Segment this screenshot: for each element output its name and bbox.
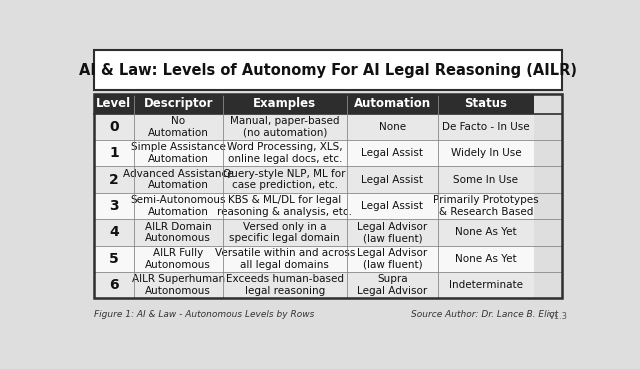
Text: AILR Fully
Autonomous: AILR Fully Autonomous: [145, 248, 211, 270]
Text: Versatile within and across
all legal domains: Versatile within and across all legal do…: [214, 248, 355, 270]
Text: 0: 0: [109, 120, 118, 134]
FancyBboxPatch shape: [134, 219, 223, 246]
Text: Legal Advisor
(law fluent): Legal Advisor (law fluent): [357, 221, 428, 243]
Text: AILR Superhuman
Autonomous: AILR Superhuman Autonomous: [132, 275, 225, 296]
FancyBboxPatch shape: [134, 272, 223, 299]
FancyBboxPatch shape: [223, 272, 347, 299]
Text: 5: 5: [109, 252, 118, 266]
FancyBboxPatch shape: [438, 246, 534, 272]
Text: Exceeds human-based
legal reasoning: Exceeds human-based legal reasoning: [226, 275, 344, 296]
FancyBboxPatch shape: [223, 166, 347, 193]
Text: Some In Use: Some In Use: [454, 175, 518, 184]
FancyBboxPatch shape: [94, 51, 562, 90]
Text: 2: 2: [109, 173, 118, 187]
FancyBboxPatch shape: [438, 272, 534, 299]
FancyBboxPatch shape: [347, 114, 438, 140]
Text: 6: 6: [109, 278, 118, 292]
FancyBboxPatch shape: [94, 94, 134, 114]
FancyBboxPatch shape: [438, 219, 534, 246]
FancyBboxPatch shape: [438, 193, 534, 219]
Text: Widely In Use: Widely In Use: [451, 148, 522, 158]
FancyBboxPatch shape: [347, 219, 438, 246]
FancyBboxPatch shape: [438, 166, 534, 193]
FancyBboxPatch shape: [438, 140, 534, 166]
Text: De Facto - In Use: De Facto - In Use: [442, 122, 530, 132]
FancyBboxPatch shape: [347, 94, 438, 114]
Text: Legal Assist: Legal Assist: [362, 175, 424, 184]
FancyBboxPatch shape: [134, 140, 223, 166]
Text: Legal Assist: Legal Assist: [362, 148, 424, 158]
Text: Query-style NLP, ML for
case prediction, etc.: Query-style NLP, ML for case prediction,…: [223, 169, 346, 190]
FancyBboxPatch shape: [438, 94, 534, 114]
Text: V1.3: V1.3: [549, 313, 568, 321]
Text: None As Yet: None As Yet: [455, 254, 516, 264]
Text: Figure 1: AI & Law - Autonomous Levels by Rows: Figure 1: AI & Law - Autonomous Levels b…: [94, 310, 314, 319]
Text: Examples: Examples: [253, 97, 316, 110]
Text: None: None: [379, 122, 406, 132]
Text: Source Author: Dr. Lance B. Eliot: Source Author: Dr. Lance B. Eliot: [411, 310, 558, 319]
Text: KBS & ML/DL for legal
reasoning & analysis, etc.: KBS & ML/DL for legal reasoning & analys…: [217, 195, 352, 217]
Text: 4: 4: [109, 225, 118, 239]
Text: Advanced Assistance
Automation: Advanced Assistance Automation: [123, 169, 234, 190]
FancyBboxPatch shape: [94, 219, 134, 246]
FancyBboxPatch shape: [94, 166, 134, 193]
FancyBboxPatch shape: [134, 166, 223, 193]
FancyBboxPatch shape: [223, 140, 347, 166]
Text: None As Yet: None As Yet: [455, 227, 516, 237]
FancyBboxPatch shape: [347, 166, 438, 193]
FancyBboxPatch shape: [223, 94, 347, 114]
FancyBboxPatch shape: [134, 94, 223, 114]
FancyBboxPatch shape: [94, 114, 134, 140]
FancyBboxPatch shape: [223, 246, 347, 272]
Text: Versed only in a
specific legal domain: Versed only in a specific legal domain: [229, 221, 340, 243]
FancyBboxPatch shape: [134, 246, 223, 272]
FancyBboxPatch shape: [347, 193, 438, 219]
FancyBboxPatch shape: [347, 246, 438, 272]
Text: Level: Level: [96, 97, 131, 110]
Text: 3: 3: [109, 199, 118, 213]
Text: AILR Domain
Autonomous: AILR Domain Autonomous: [145, 221, 212, 243]
Text: Supra
Legal Advisor: Supra Legal Advisor: [357, 275, 428, 296]
FancyBboxPatch shape: [438, 114, 534, 140]
FancyBboxPatch shape: [223, 193, 347, 219]
Text: AI & Law: Levels of Autonomy For AI Legal Reasoning (AILR): AI & Law: Levels of Autonomy For AI Lega…: [79, 63, 577, 78]
FancyBboxPatch shape: [94, 272, 134, 299]
FancyBboxPatch shape: [94, 193, 134, 219]
FancyBboxPatch shape: [347, 140, 438, 166]
FancyBboxPatch shape: [134, 114, 223, 140]
FancyBboxPatch shape: [134, 193, 223, 219]
Text: Legal Advisor
(law fluent): Legal Advisor (law fluent): [357, 248, 428, 270]
Text: Indeterminate: Indeterminate: [449, 280, 523, 290]
Text: Simple Assistance
Automation: Simple Assistance Automation: [131, 142, 226, 164]
FancyBboxPatch shape: [223, 219, 347, 246]
Text: Automation: Automation: [354, 97, 431, 110]
Text: 1: 1: [109, 146, 118, 160]
Text: Word Processing, XLS,
online legal docs, etc.: Word Processing, XLS, online legal docs,…: [227, 142, 342, 164]
Text: No
Automation: No Automation: [148, 116, 209, 138]
FancyBboxPatch shape: [223, 114, 347, 140]
FancyBboxPatch shape: [347, 272, 438, 299]
Text: Status: Status: [465, 97, 508, 110]
Text: Primarily Prototypes
& Research Based: Primarily Prototypes & Research Based: [433, 195, 539, 217]
FancyBboxPatch shape: [94, 140, 134, 166]
Text: Descriptor: Descriptor: [143, 97, 213, 110]
FancyBboxPatch shape: [94, 246, 134, 272]
Text: Manual, paper-based
(no automation): Manual, paper-based (no automation): [230, 116, 339, 138]
Text: Semi-Autonomous
Automation: Semi-Autonomous Automation: [131, 195, 226, 217]
Text: Legal Assist: Legal Assist: [362, 201, 424, 211]
